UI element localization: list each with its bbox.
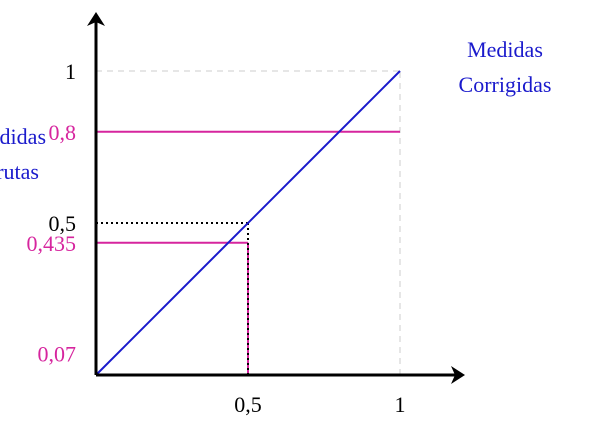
y-tick-label-1: 0,8	[49, 120, 77, 145]
guide-layer	[96, 130, 400, 375]
y-axis-arrow	[87, 12, 105, 26]
x-tick-label-1: 1	[395, 392, 406, 417]
x-axis-arrow	[451, 366, 465, 384]
series-line-0	[95, 70, 401, 376]
y-tick-label-3: 0,435	[27, 231, 77, 256]
y-tick-label-4: 0,07	[38, 342, 77, 367]
y-tick-label-2: 0,5	[49, 211, 77, 236]
right-label-line1: Medidas	[467, 37, 543, 62]
grid-layer	[96, 70, 401, 375]
x-tick-label-0: 0,5	[234, 392, 262, 417]
left-label-line2: Brutas	[0, 159, 39, 184]
left-label-line1: Medidas	[0, 124, 46, 149]
y-tick-label-0: 1	[65, 59, 76, 84]
series-layer	[95, 70, 401, 376]
right-label-line2: Corrigidas	[459, 72, 552, 97]
